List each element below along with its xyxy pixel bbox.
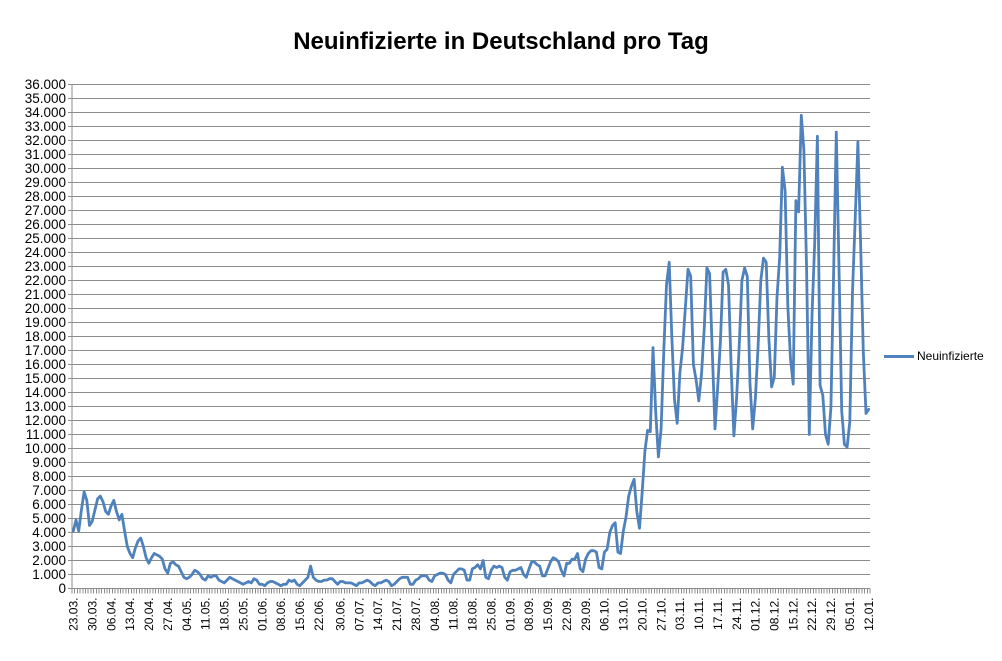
y-axis-tick-label: 34.000 [25, 105, 66, 120]
y-axis-tick-label: 22.000 [25, 273, 66, 288]
x-axis-tick-label: 06.04. [104, 598, 118, 631]
y-axis-tick-label: 15.000 [25, 371, 66, 386]
x-axis-tick-label: 28.07. [409, 598, 423, 631]
y-axis-tick-label: 21.000 [25, 287, 66, 302]
y-axis-tick-label: 4.000 [32, 525, 66, 540]
y-axis-tick-label: 29.000 [25, 175, 66, 190]
x-axis-tick-label: 11.05. [199, 598, 213, 630]
x-axis-tick-label: 22.06. [312, 598, 326, 631]
y-axis-tick-label: 33.000 [25, 119, 66, 134]
x-axis-tick-label: 01.12. [749, 598, 763, 631]
y-axis-tick-label: 16.000 [25, 357, 66, 372]
x-axis-tick-label: 12.01. [862, 598, 876, 631]
x-axis-tick-label: 03.11. [673, 598, 687, 630]
x-axis-tick-label: 10.11. [692, 598, 706, 630]
x-axis-tick-label: 23.03. [67, 598, 81, 631]
legend-line-sample [884, 354, 914, 358]
chart-title: Neuinfizierte in Deutschland pro Tag [293, 28, 709, 55]
x-axis-tick-label: 29.09. [579, 598, 593, 631]
x-axis-tick-label: 14.07. [371, 598, 385, 631]
x-axis-tick-label: 01.06. [255, 598, 269, 631]
y-axis-tick-label: 24.000 [25, 245, 66, 260]
y-axis-tick-label: 10.000 [25, 441, 66, 456]
legend-label: Neuinfizierte [917, 349, 984, 363]
y-axis-tick-label: 17.000 [25, 343, 66, 358]
y-axis-tick-label: 27.000 [25, 203, 66, 218]
y-axis-tick-label: 7.000 [32, 483, 66, 498]
x-axis-tick-label: 22.09. [560, 598, 574, 631]
y-axis-tick-label: 0 [58, 581, 66, 596]
y-axis-tick-label: 32.000 [25, 133, 66, 148]
y-axis-tick-label: 35.000 [25, 91, 66, 106]
x-axis-tick-label: 11.08. [447, 598, 461, 630]
y-axis-tick-label: 28.000 [25, 189, 66, 204]
y-axis-tick-label: 3.000 [32, 539, 66, 554]
y-axis-tick-label: 12.000 [25, 413, 66, 428]
y-axis-tick-label: 25.000 [25, 231, 66, 246]
y-axis-tick-label: 11.000 [26, 427, 66, 442]
x-axis-tick-label: 08.12. [768, 598, 782, 631]
x-axis-tick-label: 01.09. [503, 598, 517, 631]
x-axis-tick-label: 30.03. [85, 598, 99, 631]
x-axis-tick-label: 30.06. [333, 598, 347, 631]
x-axis-tick-label: 08.06. [274, 598, 288, 631]
chart-legend: Neuinfizierte [884, 349, 984, 363]
x-axis-tick-label: 18.05. [218, 598, 232, 631]
y-axis-tick-label: 14.000 [25, 385, 66, 400]
x-axis-tick-label: 20.04. [142, 598, 156, 631]
x-axis-tick-label: 27.04. [161, 598, 175, 631]
x-axis-tick-label: 13.04. [123, 598, 137, 631]
x-axis-tick-label: 13.10. [617, 598, 631, 631]
x-axis-tick-label: 06.10. [598, 598, 612, 631]
y-axis-tick-label: 8.000 [32, 469, 66, 484]
y-axis-tick-label: 19.000 [25, 315, 66, 330]
y-axis-tick-label: 5.000 [32, 511, 66, 526]
y-axis-tick-label: 31.000 [25, 147, 66, 162]
x-axis-tick-label: 05.01. [843, 598, 857, 631]
y-axis-tick-label: 20.000 [25, 301, 66, 316]
y-axis-tick-label: 18.000 [25, 329, 66, 344]
y-axis-tick-label: 36.000 [25, 77, 66, 92]
y-axis-tick-label: 1.000 [32, 567, 66, 582]
y-axis-tick-label: 23.000 [25, 259, 66, 274]
x-axis-tick-label: 04.08. [428, 598, 442, 631]
x-axis-tick-label: 08.09. [522, 598, 536, 631]
y-axis-tick-label: 9.000 [32, 455, 66, 470]
x-axis-tick-label: 15.06. [293, 598, 307, 631]
y-axis-tick-label: 26.000 [25, 217, 66, 232]
x-axis-tick-label: 20.10. [635, 598, 649, 631]
x-axis-tick-label: 15.09. [541, 598, 555, 631]
x-axis-tick-label: 21.07. [390, 598, 404, 631]
x-axis-tick-label: 04.05. [180, 598, 194, 631]
y-axis-tick-label: 30.000 [25, 161, 66, 176]
x-axis-tick-label: 25.05. [236, 598, 250, 631]
x-axis-tick-label: 17.11. [711, 598, 725, 630]
y-axis-tick-label: 6.000 [32, 497, 66, 512]
data-line-neuinfizierte [71, 113, 871, 588]
x-axis-tick-label: 25.08. [484, 598, 498, 631]
x-axis-tick-label: 07.07. [352, 598, 366, 631]
x-axis-tick-label: 29.12. [824, 598, 838, 631]
y-axis-tick-label: 2.000 [32, 553, 66, 568]
x-axis-tick-label: 27.10. [654, 598, 668, 631]
x-axis-tick-label: 18.08. [466, 598, 480, 631]
x-axis-tick-label: 24.11. [730, 598, 744, 630]
x-axis-tick-label: 22.12. [805, 598, 819, 631]
x-axis-tick-label: 15.12. [786, 598, 800, 631]
y-axis-tick-label: 13.000 [25, 399, 66, 414]
